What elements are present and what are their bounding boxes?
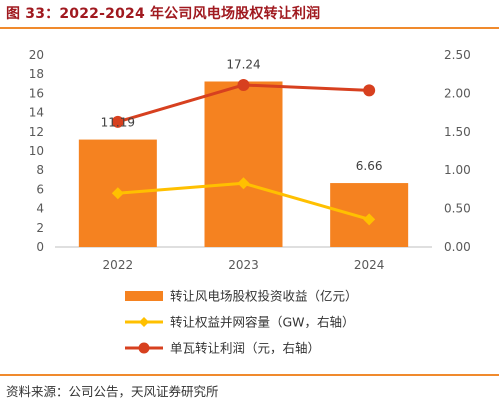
- left-axis-tick-label: 16: [29, 86, 44, 100]
- line-point: [111, 115, 124, 128]
- line-point: [237, 78, 250, 91]
- bar-value-label: 6.66: [356, 159, 383, 173]
- left-axis-tick-label: 20: [29, 48, 44, 62]
- right-axis-tick-label: 2.00: [444, 86, 471, 100]
- legend-marker: [139, 317, 149, 327]
- bar-value-labels: 11.19 17.24 6.66: [101, 57, 383, 173]
- source-note: 资料来源：公司公告，天风证券研究所: [6, 384, 219, 399]
- source-divider: [0, 374, 499, 376]
- x-axis-ticks: 2022 2023 2024: [103, 258, 385, 272]
- left-axis-tick-label: 6: [36, 182, 44, 196]
- left-axis-tick-label: 2: [36, 221, 44, 235]
- line-point: [111, 187, 124, 200]
- left-axis-tick-label: 12: [29, 125, 44, 139]
- bar-value-label: 17.24: [226, 57, 260, 71]
- chart: 0 2 4 6 8 10 12 14 16 18 20 0.00 0.50 1.00 1.50 2.00 2.…: [29, 48, 471, 356]
- left-axis-ticks: 0 2 4 6 8 10 12 14 16 18 20: [29, 48, 44, 254]
- x-axis-tick-label: 2022: [103, 258, 134, 272]
- left-axis-tick-label: 18: [29, 67, 44, 81]
- legend-label: 转让权益并网容量（GW，右轴）: [170, 315, 355, 330]
- x-axis-tick-label: 2024: [354, 258, 385, 272]
- right-axis-tick-label: 1.50: [444, 125, 471, 139]
- right-axis-tick-label: 0.00: [444, 240, 471, 254]
- figure-title: 图 33：2022-2024 年公司风电场股权转让利润: [6, 6, 321, 22]
- left-axis-tick-label: 10: [29, 144, 44, 158]
- left-axis-tick-label: 0: [36, 240, 44, 254]
- right-axis-tick-label: 2.50: [444, 48, 471, 62]
- legend-label: 转让风电场股权投资收益（亿元）: [170, 289, 358, 304]
- legend-marker: [138, 342, 150, 354]
- right-axis-tick-label: 1.00: [444, 163, 471, 177]
- legend-swatch: [125, 291, 163, 301]
- line-point: [363, 84, 376, 97]
- line-series: [111, 78, 376, 226]
- left-axis-tick-label: 8: [36, 163, 44, 177]
- right-axis-ticks: 0.00 0.50 1.00 1.50 2.00 2.50: [444, 48, 471, 254]
- left-axis-tick-label: 4: [36, 202, 44, 216]
- bar-value-label: 11.19: [101, 116, 135, 130]
- line-point: [237, 177, 250, 190]
- bar: [204, 81, 283, 247]
- left-axis-tick-label: 14: [29, 106, 44, 120]
- right-axis-tick-label: 0.50: [444, 202, 471, 216]
- title-divider: [0, 27, 499, 29]
- legend-label: 单瓦转让利润（元，右轴）: [170, 341, 320, 356]
- line-point: [363, 213, 376, 226]
- legend: 转让风电场股权投资收益（亿元） 转让权益并网容量（GW，右轴） 单瓦转让利润（元，右…: [125, 289, 358, 356]
- x-axis-tick-label: 2023: [228, 258, 259, 272]
